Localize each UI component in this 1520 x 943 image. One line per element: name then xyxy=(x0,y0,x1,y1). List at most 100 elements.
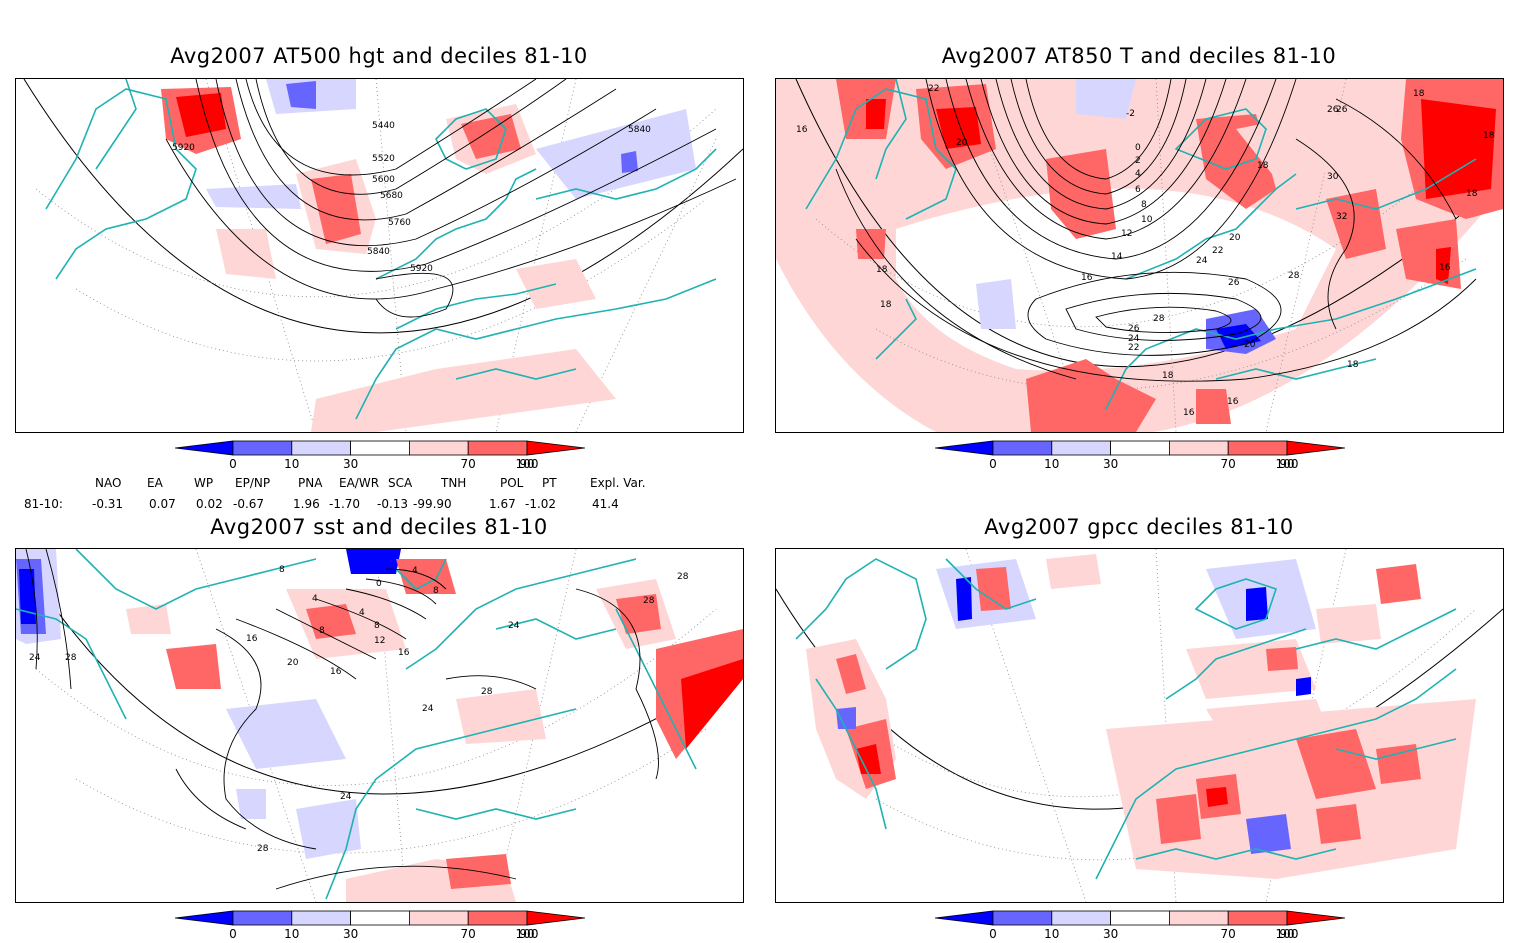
contour-label: 2 xyxy=(1135,156,1141,166)
colorbar-swatch xyxy=(1051,910,1112,926)
contour-label: 24 xyxy=(422,704,434,714)
contour-label: -2 xyxy=(1126,109,1135,119)
contour-label: 28 xyxy=(257,844,269,854)
colorbar-tick-label: 100 xyxy=(516,927,539,939)
contour-label: 16 xyxy=(1081,273,1093,283)
colorbar-swatch xyxy=(992,440,1053,456)
colorbar-tick-label: 30 xyxy=(1103,457,1118,469)
colorbar-t850: 0 10 30 70 90 100 xyxy=(934,439,1346,471)
contour-label: 5920 xyxy=(172,143,195,153)
contour-label: 26 xyxy=(1128,324,1140,334)
contour-label: 5760 xyxy=(388,218,411,228)
colorbar-sst: 0 10 30 70 90 100 xyxy=(174,909,586,941)
contour-label: 28 xyxy=(677,572,689,582)
contour-label: 8 xyxy=(279,565,285,575)
contour-label: 4 xyxy=(1135,169,1141,179)
index-name-wp: WP xyxy=(194,476,214,490)
colorbar-high-arrow xyxy=(1286,440,1346,456)
colorbar-swatch xyxy=(350,440,410,456)
contour-label: 5600 xyxy=(372,175,395,185)
contour-label: 20 xyxy=(287,658,299,668)
index-value-wp: 0.02 xyxy=(196,497,223,511)
coastlines xyxy=(16,549,697,900)
contour-label: 0 xyxy=(1135,143,1141,153)
contour-label: 4 xyxy=(412,566,418,576)
contour-label: 8 xyxy=(1141,200,1147,210)
colorbar-tick-label: 90 xyxy=(1279,457,1294,469)
contour-label: 5840 xyxy=(628,125,651,135)
temperature-contours xyxy=(835,79,1477,382)
contour-label: 16 xyxy=(1439,263,1451,273)
contour-label: 30 xyxy=(1327,172,1339,182)
colorbar-swatch xyxy=(408,910,469,926)
contour-label: 18 xyxy=(1466,189,1478,199)
map-panel-gpcc xyxy=(775,548,1504,903)
contour-label: 18 xyxy=(880,300,892,310)
colorbar-tick-label: 70 xyxy=(461,457,476,469)
contour-label: 24 xyxy=(508,621,520,631)
contour-label: 8 xyxy=(374,621,380,631)
colorbar-swatch xyxy=(291,440,352,456)
index-name-pol: POL xyxy=(500,476,524,490)
panel-title-sst: Avg2007 sst and deciles 81-10 xyxy=(210,515,548,539)
index-value-pol: 1.67 xyxy=(489,497,516,511)
contour-label: 16 xyxy=(398,648,410,658)
contour-label: 16 xyxy=(1227,397,1239,407)
index-value-expl-var: 41.4 xyxy=(592,497,619,511)
colorbar-swatch xyxy=(291,910,352,926)
panel-title-gpcc: Avg2007 gpcc deciles 81-10 xyxy=(984,515,1294,539)
colorbar-swatch xyxy=(467,440,528,456)
contour-label: 18 xyxy=(1483,131,1495,141)
contour-label: 5680 xyxy=(380,191,403,201)
contour-label: 4 xyxy=(359,608,365,618)
colorbar-tick-label: 30 xyxy=(1103,927,1118,939)
colorbar-swatch xyxy=(1168,440,1229,456)
index-value-ea: 0.07 xyxy=(149,497,176,511)
contour-label: 5840 xyxy=(367,247,390,257)
colorbar-tick-label: 10 xyxy=(284,457,299,469)
colorbar-tick-label: 100 xyxy=(1276,927,1299,939)
contour-label: 24 xyxy=(1128,334,1140,344)
colorbar-tick-label: 90 xyxy=(1279,927,1294,939)
colorbar-swatch xyxy=(467,910,528,926)
contour-label: 6 xyxy=(1135,185,1141,195)
colorbar-tick-label: 30 xyxy=(343,927,358,939)
precip-decile-shading xyxy=(806,554,1476,879)
panel-title-hgt500: Avg2007 AT500 hgt and deciles 81-10 xyxy=(170,44,588,68)
contour-label: 28 xyxy=(643,596,655,606)
colorbar-tick-label: 100 xyxy=(1276,457,1299,469)
contour-label: 5920 xyxy=(410,264,433,274)
index-name-expl-var: Expl. Var. xyxy=(590,476,646,490)
colorbar-swatch xyxy=(1110,440,1170,456)
contour-label: 12 xyxy=(374,636,385,646)
coastlines xyxy=(795,558,1457,880)
colorbar-gpcc: 0 10 30 70 90 100 xyxy=(934,909,1346,941)
index-name-sca: SCA xyxy=(388,476,413,490)
contour-label: 26 xyxy=(1336,105,1348,115)
colorbar-swatch xyxy=(350,910,410,926)
colorbar-tick-label: 0 xyxy=(229,457,237,469)
index-value-pna: 1.96 xyxy=(293,497,320,511)
contour-label: 16 xyxy=(1183,408,1195,418)
index-value-epnp: -0.67 xyxy=(233,497,265,511)
contour-label: 16 xyxy=(330,667,342,677)
colorbar-low-arrow xyxy=(934,440,994,456)
decile-shading xyxy=(836,79,1503,432)
colorbar-tick-label: 70 xyxy=(1221,927,1236,939)
index-name-pna: PNA xyxy=(298,476,323,490)
index-value-sca: -0.13 xyxy=(377,497,409,511)
contour-label: 5520 xyxy=(372,154,395,164)
colorbar-tick-label: 10 xyxy=(1044,927,1059,939)
contour-label: 20 xyxy=(956,138,968,148)
contour-labels: 24 28 8 4 16 8 20 16 12 8 4 0 4 8 16 24 … xyxy=(29,565,689,854)
contour-label: 16 xyxy=(796,125,808,135)
contour-label: 24 xyxy=(340,792,352,802)
colorbar-tick-label: 10 xyxy=(1044,457,1059,469)
contour-label: 22 xyxy=(928,84,939,94)
contour-label: 22 xyxy=(1128,343,1139,353)
colorbar-tick-label: 70 xyxy=(461,927,476,939)
contour-label: 5440 xyxy=(372,121,395,131)
contour-label: 20 xyxy=(1229,233,1241,243)
